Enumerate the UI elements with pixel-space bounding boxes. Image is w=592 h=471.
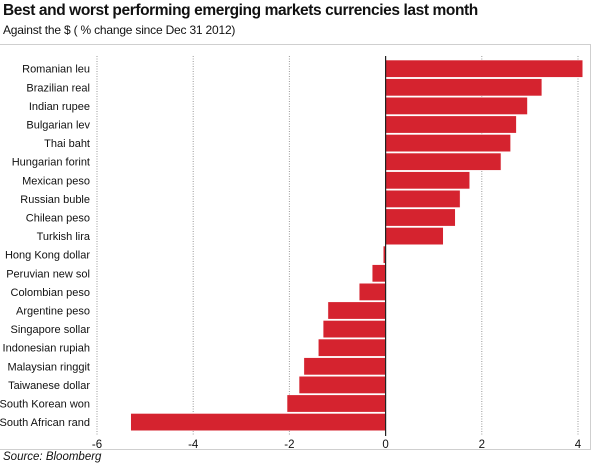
- source-note: Source: Bloomberg: [3, 451, 102, 463]
- chart-subtitle: Against the $ ( % change since Dec 31 20…: [3, 23, 236, 37]
- category-label: Brazilian real: [26, 82, 90, 94]
- bar: [286, 394, 386, 413]
- x-tick-label: 4: [575, 439, 582, 451]
- bar: [385, 78, 543, 97]
- category-label: Hong Kong dollar: [5, 250, 90, 262]
- category-label: South Korean won: [0, 399, 90, 411]
- bar: [322, 320, 386, 339]
- bars: [130, 59, 584, 432]
- category-label: South African rand: [0, 417, 90, 429]
- x-tick-label: -2: [284, 439, 294, 451]
- bar: [385, 227, 444, 246]
- category-label: Indonesian rupiah: [3, 343, 90, 355]
- category-label: Malaysian ringgit: [7, 361, 90, 373]
- category-label: Bulgarian lev: [26, 120, 90, 132]
- bar: [385, 59, 584, 78]
- x-tick-label: 2: [479, 439, 485, 451]
- x-tick-label: -6: [92, 439, 102, 451]
- category-label: Colombian peso: [11, 287, 91, 299]
- x-tick-labels: -6 -4 -2 0 2 4: [92, 439, 582, 451]
- category-label: Romanian leu: [22, 64, 90, 76]
- category-label: Taiwanese dollar: [8, 380, 90, 392]
- category-label: Hungarian forint: [12, 157, 90, 169]
- chart-frame: [0, 44, 591, 450]
- chart-title: Best and worst performing emerging marke…: [3, 2, 478, 19]
- bar: [317, 338, 386, 357]
- bar: [385, 115, 517, 134]
- category-label: Turkish lira: [37, 231, 91, 243]
- x-tick-label: 0: [382, 439, 388, 451]
- x-tick-label: -4: [188, 439, 199, 451]
- bar: [130, 413, 386, 432]
- category-label: Peruvian new sol: [6, 268, 90, 280]
- category-label: Chilean peso: [26, 213, 90, 225]
- bar: [327, 301, 386, 320]
- bar: [298, 375, 386, 394]
- bar: [385, 134, 511, 153]
- bar: [358, 282, 386, 301]
- category-label: Russian buble: [20, 194, 90, 206]
- bar: [385, 171, 471, 190]
- bar: [385, 152, 502, 171]
- category-label: Indian rupee: [29, 101, 90, 113]
- category-label: Argentine peso: [16, 306, 90, 318]
- category-label: Thai baht: [44, 138, 90, 150]
- bar: [303, 357, 386, 376]
- bar: [385, 96, 528, 115]
- bar: [371, 264, 386, 283]
- category-labels: Romanian leu Brazilian real Indian rupee Bu…: [0, 64, 91, 429]
- bar: [385, 189, 461, 208]
- bar: [385, 208, 456, 227]
- category-label: Singapore sollar: [11, 324, 91, 336]
- category-label: Mexican peso: [22, 175, 90, 187]
